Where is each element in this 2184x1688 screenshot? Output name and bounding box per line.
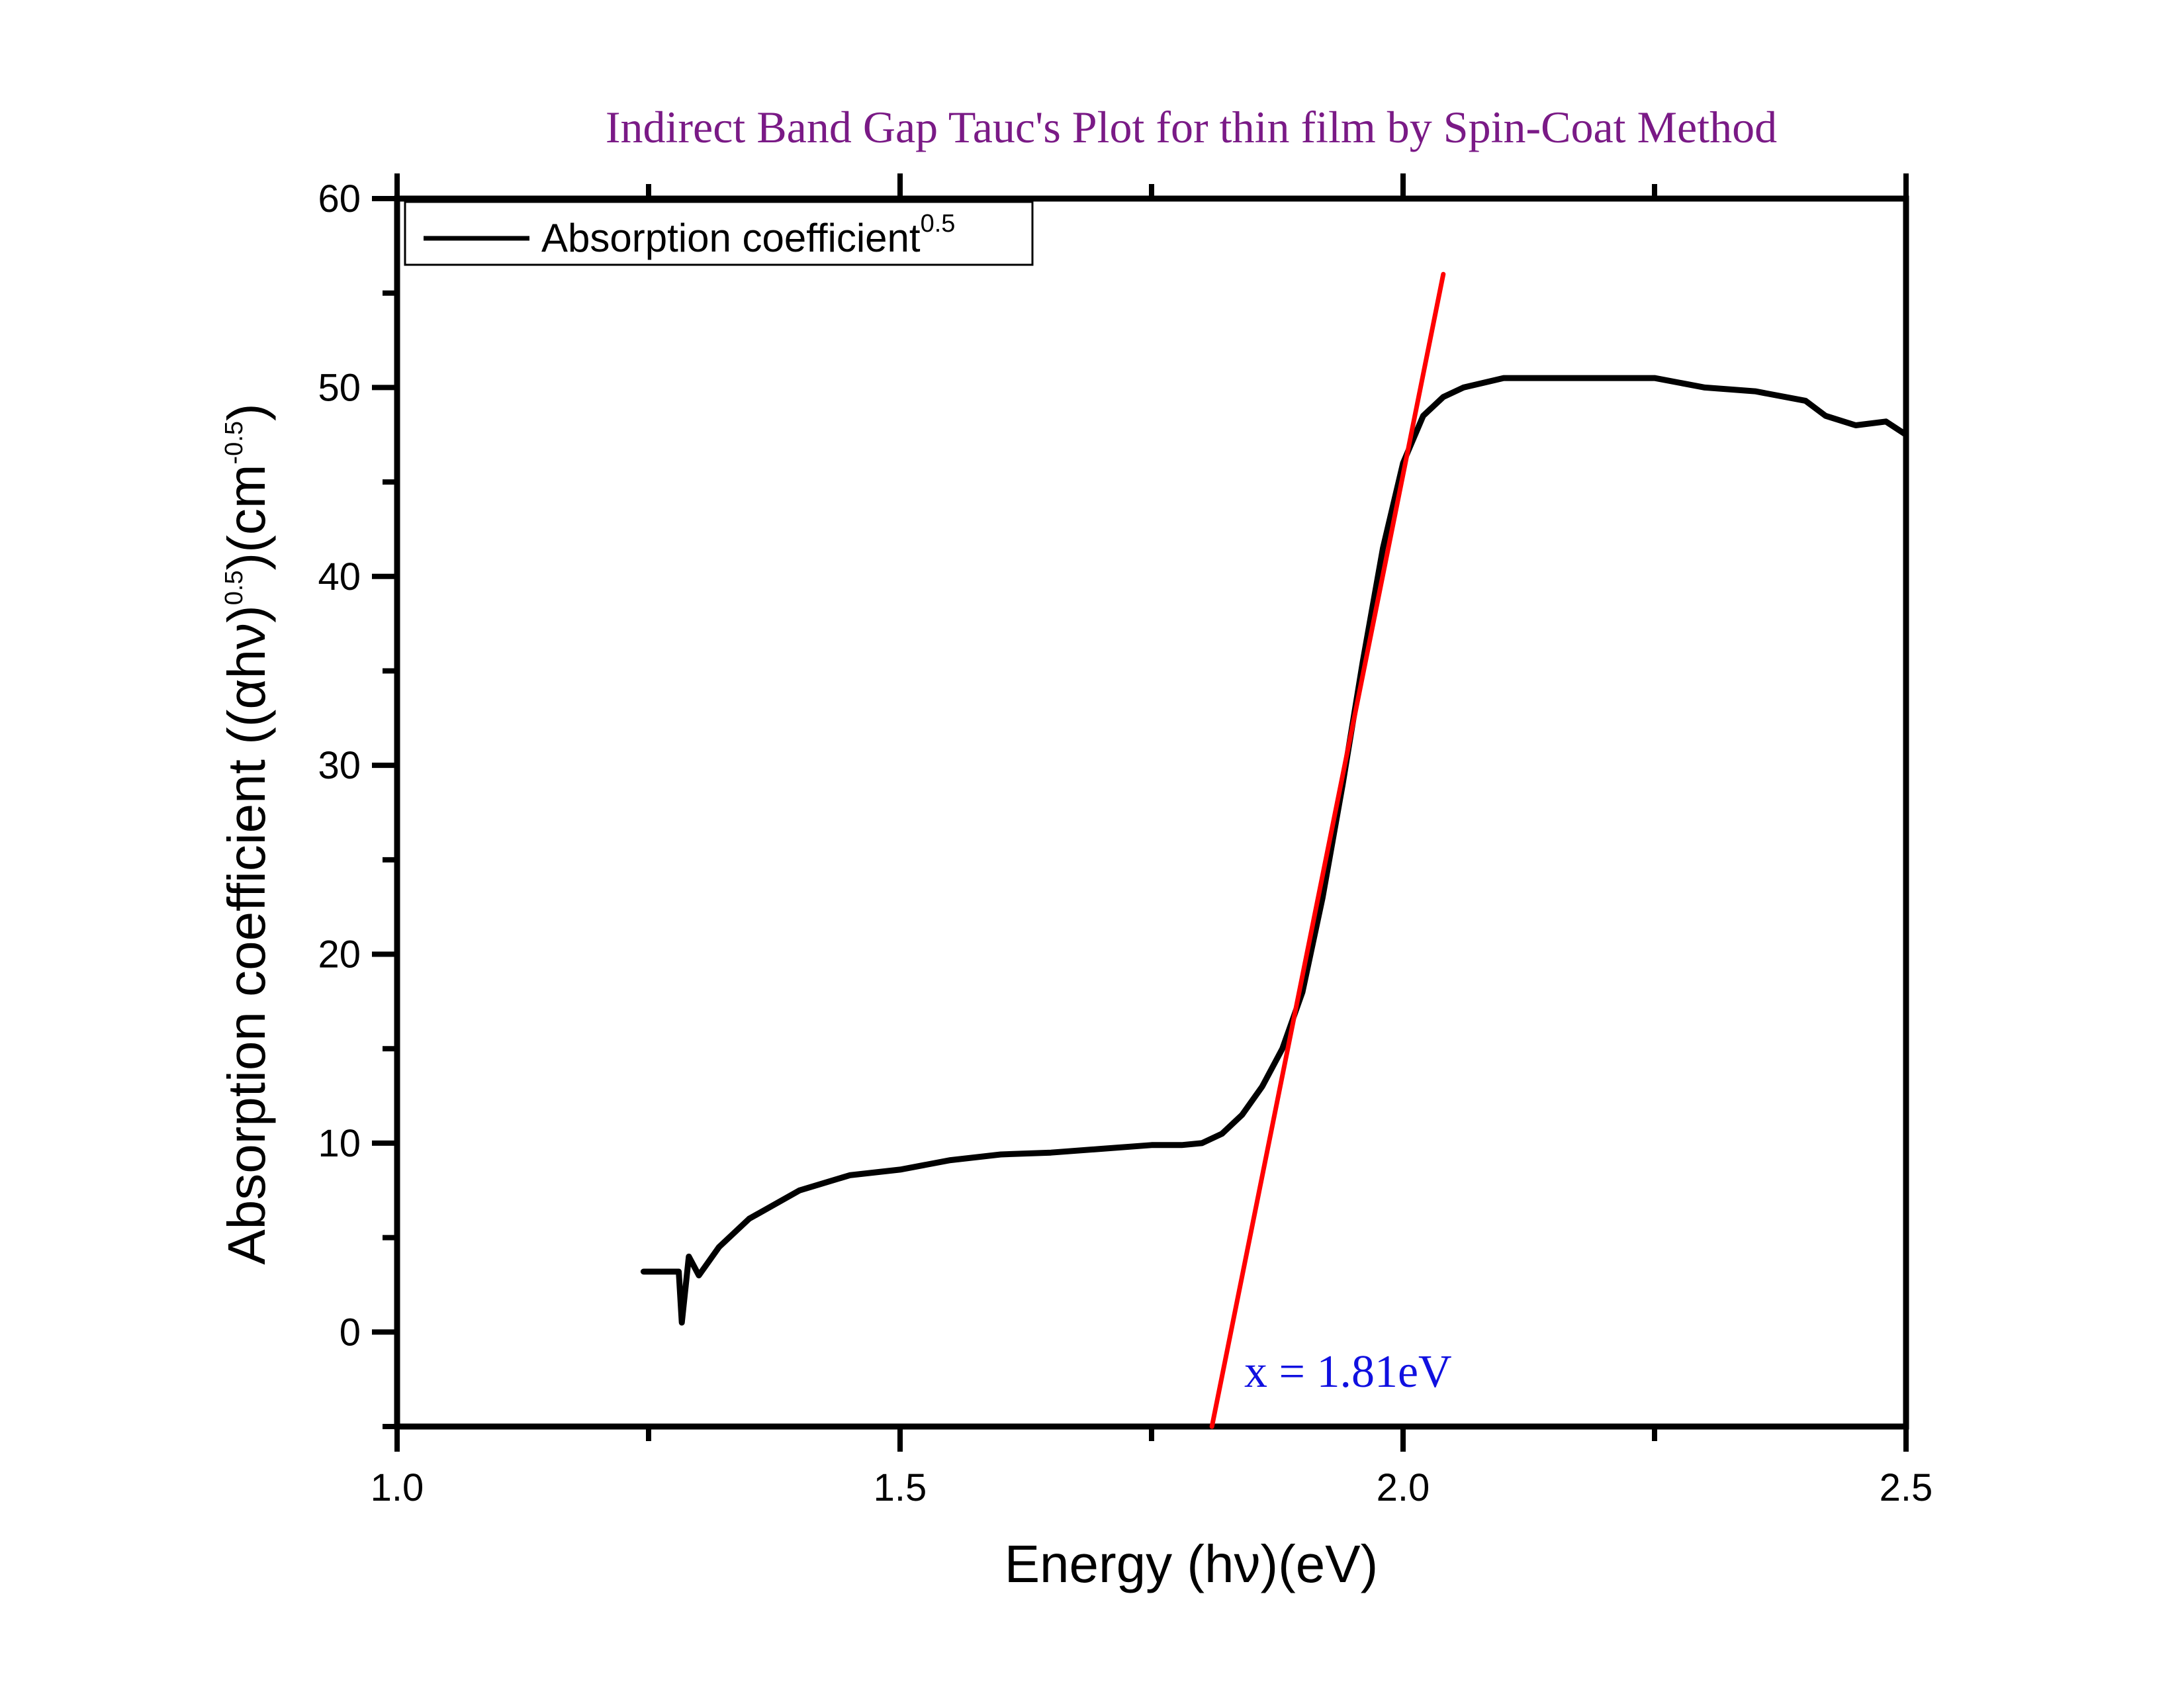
y-axis-label-end: ) xyxy=(217,403,276,421)
absorption-series-line xyxy=(640,375,1909,1326)
y-axis-label-exp1: 0.5 xyxy=(220,570,248,605)
tauc-fit-line xyxy=(1209,271,1446,1429)
x-tick-label: 1.0 xyxy=(371,1466,424,1509)
x-axis-label: Energy (hν)(eV) xyxy=(1005,1534,1379,1593)
legend: Absorption coefficient0.5 xyxy=(404,201,1034,266)
y-tick-label: 10 xyxy=(318,1122,361,1165)
legend-label: Absorption coefficient0.5 xyxy=(541,210,955,260)
y-tick-label: 0 xyxy=(340,1311,361,1354)
y-tick-label: 40 xyxy=(318,555,361,598)
x-tick-label: 1.5 xyxy=(874,1466,927,1509)
chart-title: Indirect Band Gap Tauc's Plot for thin f… xyxy=(606,102,1777,152)
series-layer xyxy=(640,271,1909,1429)
legend-box xyxy=(404,201,1034,266)
y-tick-label: 20 xyxy=(318,933,361,976)
legend-label-text: Absorption coefficient xyxy=(541,216,921,260)
axis-ticks xyxy=(372,173,1909,1452)
tick-labels: 1.0 1.5 2.0 2.5 0 10 20 30 40 50 60 xyxy=(318,177,1933,1509)
y-axis-label-exp2: -0.5 xyxy=(220,421,248,464)
y-axis-label: Absorption coefficient ((αhν)0.5)(cm-0.5… xyxy=(217,403,276,1264)
band-gap-annotation: x = 1.81eV xyxy=(1244,1346,1452,1397)
y-axis-label-main: Absorption coefficient ((αhν) xyxy=(217,605,276,1264)
y-axis-label-mid: )(cm xyxy=(217,465,276,571)
y-tick-label: 60 xyxy=(318,177,361,220)
x-tick-label: 2.5 xyxy=(1880,1466,1933,1509)
y-tick-label: 50 xyxy=(318,366,361,409)
legend-label-sup: 0.5 xyxy=(921,210,956,238)
y-tick-label: 30 xyxy=(318,744,361,787)
x-tick-label: 2.0 xyxy=(1377,1466,1430,1509)
